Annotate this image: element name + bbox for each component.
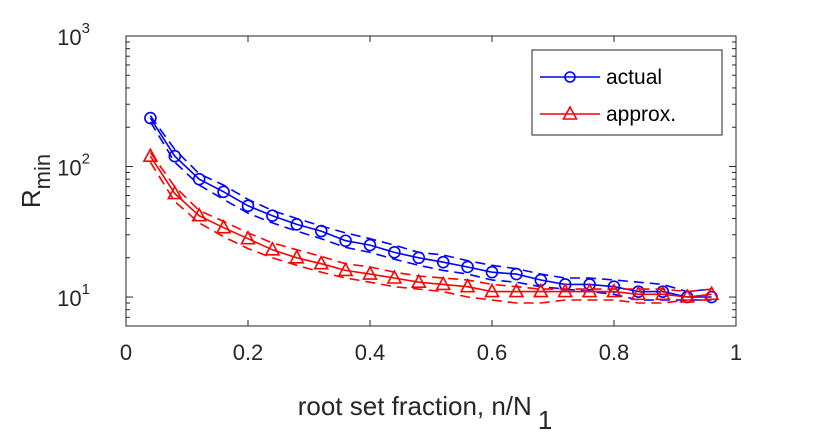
data-point bbox=[435, 275, 452, 291]
data-point bbox=[217, 185, 230, 199]
data-point bbox=[314, 224, 328, 238]
y-tick-label: 103 bbox=[57, 20, 90, 50]
legend-box bbox=[531, 49, 723, 136]
data-point bbox=[557, 282, 574, 298]
data-point bbox=[192, 172, 206, 186]
data-point bbox=[215, 219, 232, 234]
data-point bbox=[166, 184, 183, 200]
x-tick-label: 1 bbox=[730, 340, 742, 365]
legend-actual-label: actual bbox=[606, 66, 662, 89]
data-point bbox=[191, 207, 208, 222]
data-point bbox=[412, 251, 426, 265]
data-point bbox=[630, 285, 647, 301]
data-point bbox=[484, 282, 500, 298]
y-tick-label: 102 bbox=[57, 151, 90, 181]
data-point bbox=[679, 288, 696, 303]
data-point bbox=[290, 218, 304, 231]
series-layer bbox=[142, 111, 720, 304]
legend-entry-approx: approx. bbox=[540, 103, 676, 126]
x-axis-label-main: root set fraction, n/N bbox=[298, 391, 532, 421]
data-point bbox=[436, 255, 450, 269]
y-tick-label: 101 bbox=[57, 281, 90, 311]
legend: actual approx. bbox=[531, 49, 723, 136]
data-point bbox=[532, 282, 549, 298]
x-tick-label: 0 bbox=[120, 340, 132, 365]
data-point bbox=[583, 278, 596, 291]
data-point bbox=[339, 234, 352, 248]
data-point bbox=[337, 261, 354, 277]
data-point bbox=[508, 282, 525, 298]
legend-actual-marker bbox=[564, 71, 576, 83]
data-point bbox=[410, 273, 427, 289]
data-point bbox=[241, 199, 255, 213]
data-point bbox=[142, 147, 159, 162]
tick-labels: 0 0.2 0.4 0.6 0.8 1 101 102 103 bbox=[57, 20, 742, 365]
data-point bbox=[581, 282, 598, 298]
data-point bbox=[240, 230, 256, 245]
data-point bbox=[461, 260, 474, 274]
data-point bbox=[264, 241, 281, 256]
series-lower-bound bbox=[149, 161, 712, 304]
legend-entry-actual: actual bbox=[540, 66, 662, 89]
x-axis-label: root set fraction, n/N 1 bbox=[298, 391, 553, 435]
series-lower-bound bbox=[149, 121, 712, 301]
data-point bbox=[144, 111, 157, 125]
x-axis-label-subscript: 1 bbox=[538, 405, 552, 435]
x-tick-label: 0.2 bbox=[233, 340, 264, 365]
data-point bbox=[388, 246, 401, 259]
series-line bbox=[149, 117, 712, 298]
data-point bbox=[313, 255, 330, 270]
data-point bbox=[168, 149, 182, 163]
data-point bbox=[386, 269, 403, 284]
y-axis-label-subscript: min bbox=[30, 154, 55, 189]
data-point bbox=[266, 209, 279, 222]
legend-approx-label: approx. bbox=[606, 103, 676, 126]
data-point bbox=[363, 238, 377, 252]
data-point bbox=[703, 285, 720, 301]
data-point bbox=[654, 285, 671, 301]
series-upper-bound bbox=[149, 115, 712, 293]
data-point bbox=[288, 249, 305, 264]
y-axis-label: Rmin bbox=[16, 154, 55, 208]
series-approx bbox=[142, 147, 720, 304]
data-point bbox=[485, 265, 499, 279]
data-point bbox=[362, 265, 378, 280]
x-tick-label: 0.8 bbox=[599, 340, 630, 365]
series-actual bbox=[144, 111, 718, 304]
data-point bbox=[459, 278, 476, 293]
legend-approx-marker bbox=[562, 105, 578, 120]
y-axis-label-main: R bbox=[16, 189, 46, 208]
x-tick-label: 0.6 bbox=[477, 340, 508, 365]
data-point bbox=[510, 267, 523, 281]
axis-ticks bbox=[125, 35, 737, 327]
x-tick-label: 0.4 bbox=[355, 340, 386, 365]
data-point bbox=[606, 282, 622, 298]
